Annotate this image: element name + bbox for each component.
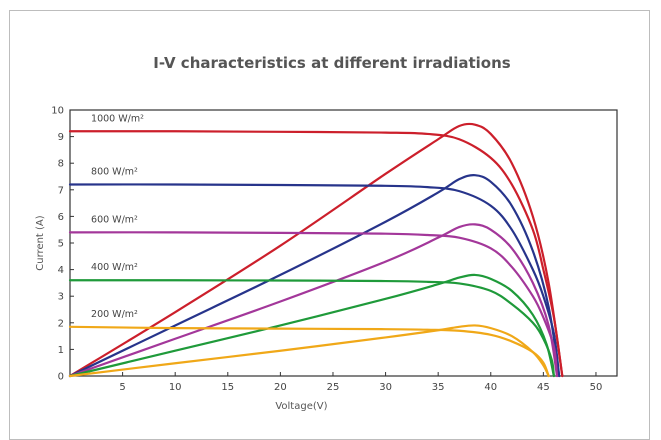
y-tick-label: 6 xyxy=(58,212,64,223)
x-tick-label: 40 xyxy=(484,382,497,393)
y-tick-label: 5 xyxy=(58,239,64,250)
y-tick-label: 0 xyxy=(58,372,64,383)
x-tick-label: 30 xyxy=(379,382,392,393)
x-tick-label: 10 xyxy=(169,382,182,393)
series-iv-curve-0 xyxy=(68,130,564,378)
y-tick-label: 8 xyxy=(58,159,64,170)
x-tick-label: 20 xyxy=(274,382,287,393)
x-tick-label: 5 xyxy=(119,382,125,393)
x-tick-label: 25 xyxy=(327,382,340,393)
series-pv-curve-0 xyxy=(68,122,564,378)
y-tick-label: 2 xyxy=(58,318,64,329)
x-tick-label: 45 xyxy=(537,382,550,393)
series-layer xyxy=(68,122,564,378)
series-pv-curve-3 xyxy=(68,273,555,378)
series-label-1: 800 W/m² xyxy=(91,166,138,177)
y-tick-label: 3 xyxy=(58,292,64,303)
series-label-0: 1000 W/m² xyxy=(91,113,144,124)
y-tick-label: 4 xyxy=(58,265,64,276)
series-labels: 1000 W/m² 800 W/m² 600 W/m² 400 W/m² 200 W/m… xyxy=(91,113,144,320)
series-label-2: 600 W/m² xyxy=(91,214,138,225)
y-axis-label: Current (A) xyxy=(35,215,46,270)
y-axis-ticks: 0 1 2 3 4 5 6 7 8 9 10 xyxy=(51,106,74,383)
series-label-3: 400 W/m² xyxy=(91,262,138,273)
x-tick-label: 50 xyxy=(590,382,603,393)
y-tick-label: 1 xyxy=(58,345,64,356)
x-tick-label: 35 xyxy=(432,382,445,393)
y-tick-label: 9 xyxy=(58,132,64,143)
series-pv-curve-2 xyxy=(68,223,559,378)
x-axis-label: Voltage(V) xyxy=(275,401,327,412)
x-tick-label: 15 xyxy=(221,382,234,393)
series-iv-curve-3 xyxy=(68,279,555,378)
y-tick-label: 7 xyxy=(58,185,64,196)
chart-frame xyxy=(9,10,650,440)
series-iv-curve-4 xyxy=(68,325,550,378)
series-pv-curve-1 xyxy=(68,173,561,378)
series-iv-curve-1 xyxy=(68,183,561,378)
chart-title: I-V characteristics at different irradia… xyxy=(153,54,511,72)
series-label-4: 200 W/m² xyxy=(91,309,138,320)
series-iv-curve-2 xyxy=(68,231,559,378)
x-axis-ticks: 5 10 15 20 25 30 35 40 45 50 xyxy=(119,372,602,393)
y-tick-label: 10 xyxy=(51,106,64,117)
